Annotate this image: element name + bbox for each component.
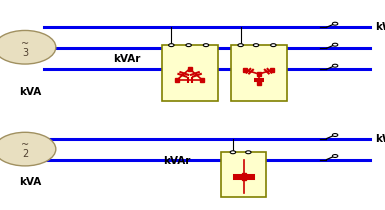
Circle shape xyxy=(332,64,338,67)
Circle shape xyxy=(230,151,236,154)
Bar xyxy=(162,45,218,101)
Bar xyxy=(221,152,266,197)
Circle shape xyxy=(238,44,243,47)
Circle shape xyxy=(169,44,174,47)
Circle shape xyxy=(203,44,209,47)
Text: kVAr: kVAr xyxy=(163,156,191,166)
Text: 2: 2 xyxy=(22,150,28,159)
Bar xyxy=(231,45,287,101)
Circle shape xyxy=(332,22,338,25)
Circle shape xyxy=(332,43,338,46)
Text: ~: ~ xyxy=(21,39,29,49)
Circle shape xyxy=(332,134,338,136)
Circle shape xyxy=(0,30,56,64)
Text: kW: kW xyxy=(375,134,385,144)
Text: ~: ~ xyxy=(21,140,29,150)
Text: kVA: kVA xyxy=(19,177,42,187)
Circle shape xyxy=(0,132,56,166)
Circle shape xyxy=(332,155,338,158)
Text: kW: kW xyxy=(375,22,385,32)
Text: kVAr: kVAr xyxy=(113,54,141,64)
Circle shape xyxy=(253,44,259,47)
Text: 3: 3 xyxy=(22,48,28,58)
Text: kVA: kVA xyxy=(19,87,42,97)
Circle shape xyxy=(246,151,251,154)
Circle shape xyxy=(186,44,191,47)
Circle shape xyxy=(271,44,276,47)
